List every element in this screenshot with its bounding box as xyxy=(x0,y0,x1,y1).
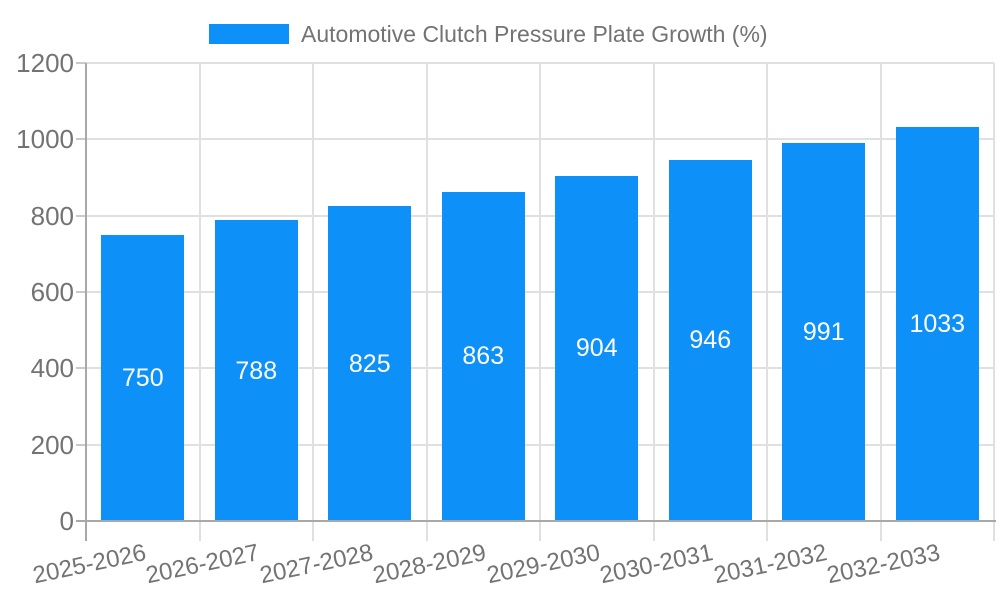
legend-label: Automotive Clutch Pressure Plate Growth … xyxy=(301,21,768,47)
y-axis-line xyxy=(85,63,87,541)
x-tick-label: 2026-2027 xyxy=(143,539,262,590)
x-axis-line xyxy=(76,520,996,522)
gridline-vertical xyxy=(539,63,541,521)
x-axis-tick xyxy=(312,521,314,541)
y-tick-label: 0 xyxy=(59,506,74,536)
x-tick-label: 2027-2028 xyxy=(257,539,376,590)
x-axis-tick xyxy=(993,521,995,541)
bar-value-label: 991 xyxy=(802,317,845,346)
x-axis-tick xyxy=(198,521,201,541)
y-axis-tick xyxy=(76,62,86,64)
x-tick-label: 2031-2032 xyxy=(711,539,830,590)
x-tick-label: 2025-2026 xyxy=(30,539,149,590)
gridline-vertical xyxy=(993,63,995,521)
x-tick-label: 2028-2029 xyxy=(370,539,489,590)
gridline-vertical xyxy=(425,63,428,521)
y-tick-label: 200 xyxy=(30,429,74,460)
y-tick-label: 600 xyxy=(30,277,74,307)
gridline-vertical xyxy=(312,63,314,521)
bar[interactable] xyxy=(101,234,185,521)
legend-swatch[interactable] xyxy=(209,24,289,44)
x-axis-tick xyxy=(879,521,882,541)
bar[interactable] xyxy=(214,220,298,521)
bar[interactable] xyxy=(895,126,979,521)
bar-value-label: 750 xyxy=(121,363,164,392)
bar-value-label: 788 xyxy=(235,356,278,385)
y-axis-tick xyxy=(76,443,86,446)
y-tick-label: 1200 xyxy=(16,48,74,78)
bar-value-label: 863 xyxy=(462,342,505,371)
bar[interactable] xyxy=(328,206,412,521)
y-axis-tick xyxy=(76,138,86,141)
y-tick-label: 800 xyxy=(30,200,74,231)
x-tick-label: 2032-2033 xyxy=(824,539,943,590)
y-axis-tick xyxy=(76,214,86,217)
x-axis-tick xyxy=(539,521,541,541)
y-axis-tick xyxy=(76,291,86,293)
gridline-vertical xyxy=(652,63,655,521)
x-axis-tick xyxy=(766,521,768,541)
x-tick-label: 2029-2030 xyxy=(484,539,603,590)
gridline-vertical xyxy=(766,63,768,521)
bar-value-label: 1033 xyxy=(909,309,966,338)
bar-value-label: 825 xyxy=(348,349,391,378)
y-axis-tick xyxy=(76,367,86,370)
bar[interactable] xyxy=(555,175,639,521)
bar[interactable] xyxy=(668,159,752,521)
x-axis-tick xyxy=(652,521,655,541)
y-tick-label: 1000 xyxy=(16,124,74,155)
bar[interactable] xyxy=(441,191,525,521)
x-axis-tick xyxy=(425,521,428,541)
x-tick-label: 2030-2031 xyxy=(597,539,716,590)
bar[interactable] xyxy=(782,142,866,521)
gridline-vertical xyxy=(198,63,201,521)
y-tick-label: 400 xyxy=(30,353,74,384)
bar-value-label: 946 xyxy=(689,326,732,355)
bar-value-label: 904 xyxy=(575,334,618,363)
gridline-vertical xyxy=(879,63,882,521)
legend[interactable]: Automotive Clutch Pressure Plate Growth … xyxy=(209,21,768,47)
